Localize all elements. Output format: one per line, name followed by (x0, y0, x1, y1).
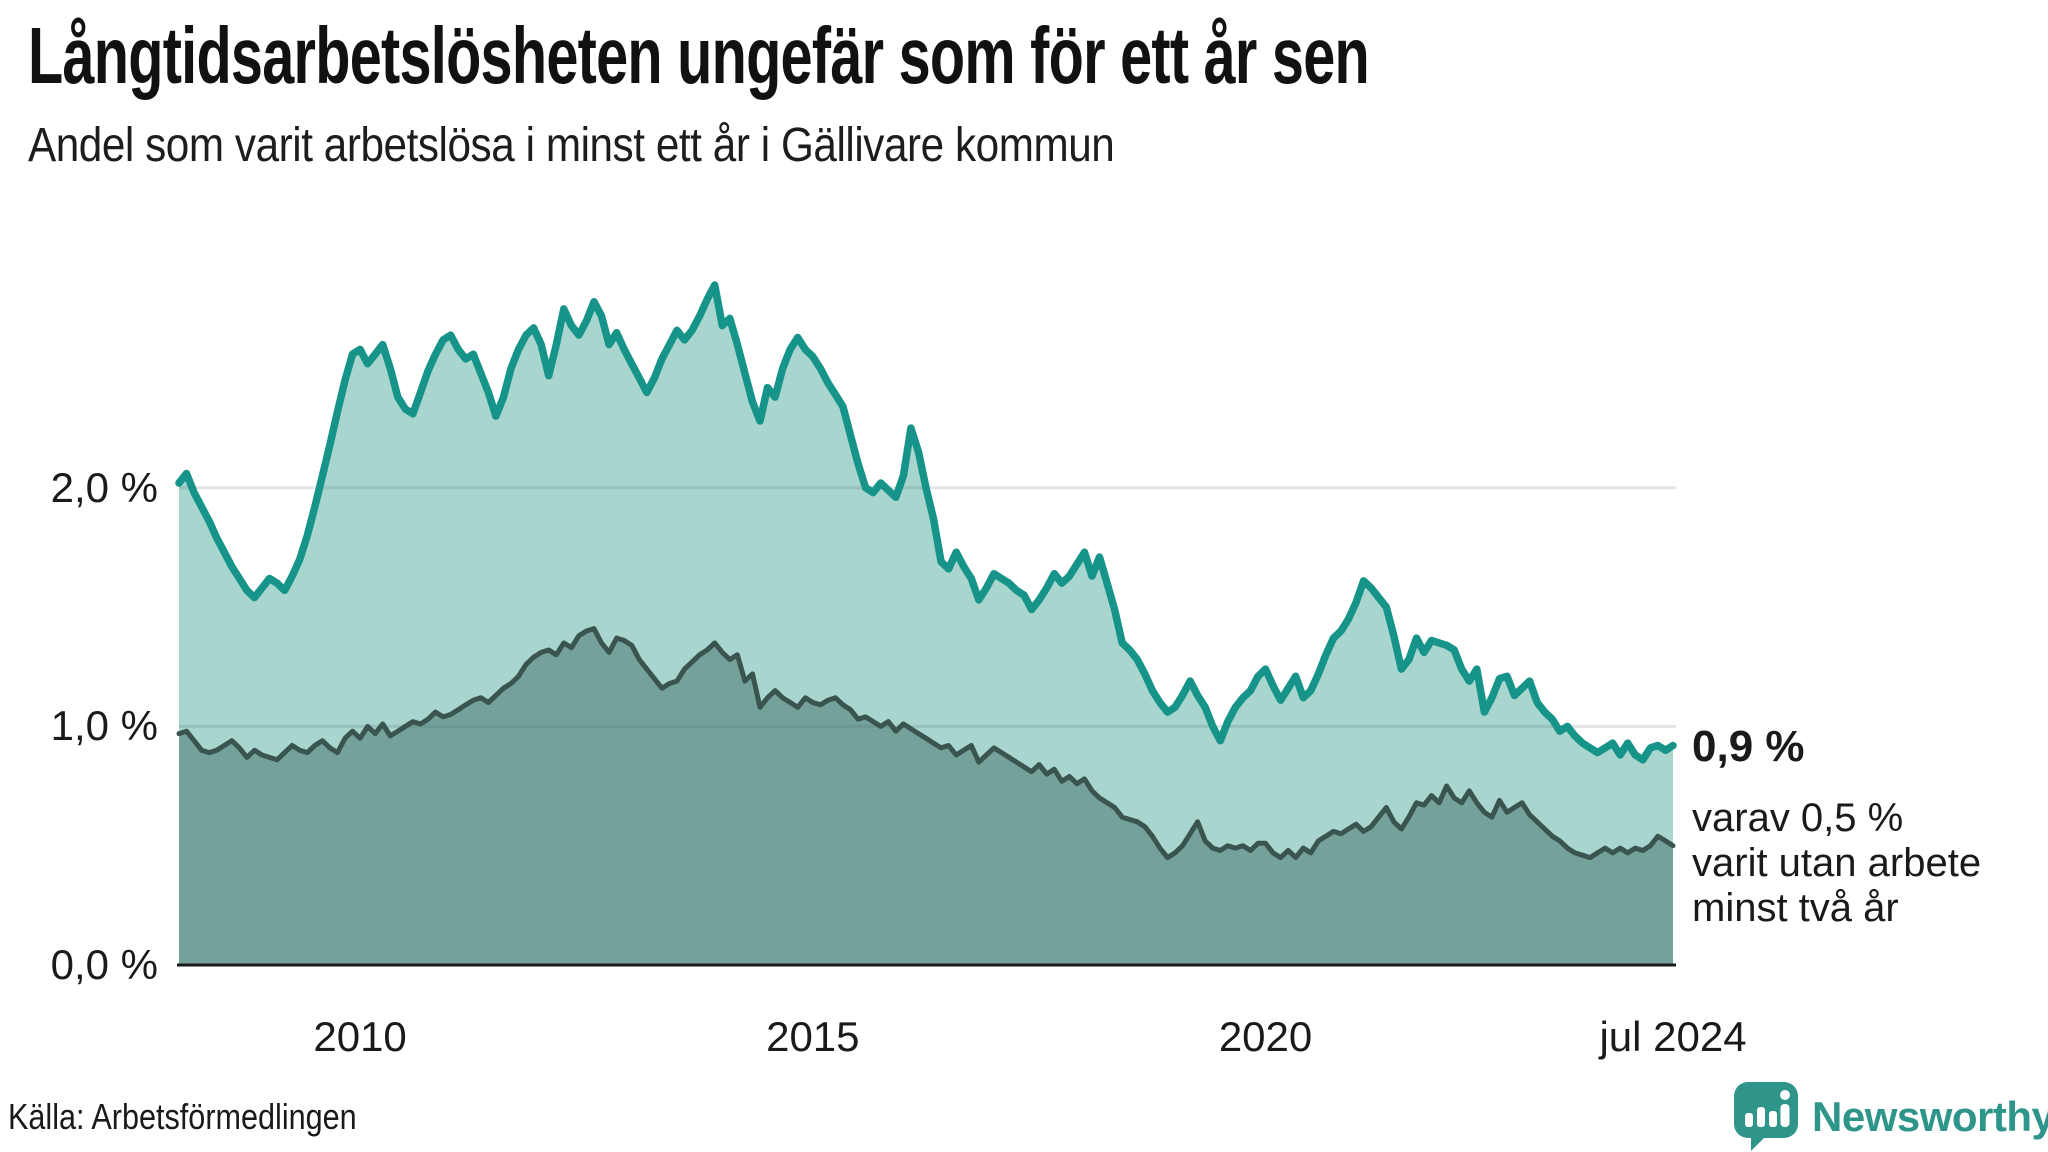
y-tick-label-1: 1,0 % (50, 702, 158, 750)
latest-value-1yr: 0,9 % (1692, 722, 1805, 771)
line-unemployed-1yr (175, 281, 1677, 764)
y-tick-label-0: 0,0 % (50, 941, 158, 988)
area-unemployed-2yr (179, 628, 1673, 965)
chart-subtitle: Andel som varit arbetslösa i minst ett å… (28, 119, 1115, 172)
x-tick-label-2010: 2010 (313, 1013, 407, 1060)
newsworthy-wordmark: Newsworthy (1812, 1093, 2048, 1140)
logo-bar-small (1745, 1113, 1753, 1127)
source-caption: Källa: Arbetsförmedlingen (8, 1096, 357, 1137)
area-fills (179, 285, 1673, 965)
annotation-line-3: minst två år (1692, 886, 1899, 930)
latest-value-annotation: 0,9 % varav 0,5 % varit utan arbete mins… (1692, 722, 1981, 931)
x-tick-label-jul-2024: jul 2024 (1599, 1013, 1747, 1060)
logo-bar-large (1769, 1111, 1777, 1127)
logo-exclamation-dot (1780, 1090, 1790, 1100)
chart-title: Långtidsarbetslösheten ungefär som för e… (28, 11, 1370, 100)
newsworthy-brand: Newsworthy (1734, 1082, 2048, 1152)
y-tick-label-2: 2,0 % (50, 463, 158, 511)
logo-bar-medium (1757, 1107, 1765, 1127)
line-unemployed-2yr (176, 626, 1676, 861)
newsworthy-logo-icon (1734, 1082, 1798, 1151)
x-tick-label-2020: 2020 (1218, 1013, 1313, 1060)
series-lines (175, 281, 1677, 861)
annotation-line-1: varav 0,5 % (1692, 796, 1904, 840)
annotation-line-2: varit utan arbete (1692, 841, 1982, 885)
x-tick-label-2015: 2015 (766, 1013, 860, 1060)
logo-exclamation-bar (1780, 1104, 1790, 1127)
